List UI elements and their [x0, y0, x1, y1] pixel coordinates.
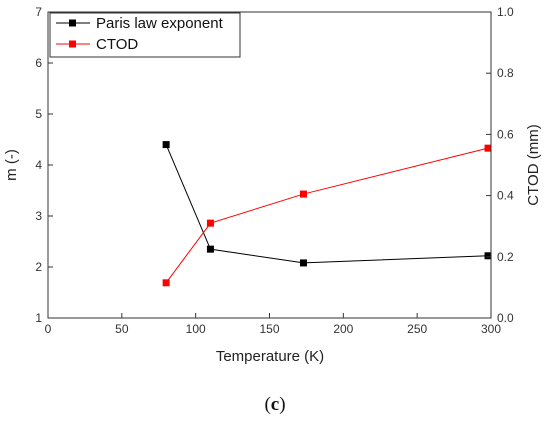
y-left-tick-label-1: 1: [35, 311, 42, 325]
legend-item-paris: Paris law exponent: [56, 15, 224, 32]
series-1-point-3: [484, 144, 492, 152]
x-tick-label-200: 200: [333, 322, 353, 336]
series-0-point-0: [162, 141, 170, 149]
series-1-point-0: [162, 279, 170, 287]
legend-box: [49, 12, 241, 58]
y-left-tick-label-4: 4: [35, 158, 42, 172]
x-axis-label: Temperature (K): [216, 348, 324, 365]
series-line-0: [165, 144, 489, 264]
y-right-tick-label-4: 0.8: [497, 66, 514, 80]
y-right-tick-label-5: 1.0: [497, 5, 514, 19]
x-tick-label-150: 150: [259, 322, 279, 336]
y-right-tick-label-1: 0.2: [497, 250, 514, 264]
y-left-tick-label-7: 7: [35, 5, 42, 19]
panel-label: (c): [264, 394, 285, 415]
x-tick-label-50: 50: [115, 322, 129, 336]
y-left-tick-label-2: 2: [35, 260, 42, 274]
y-right-tick-label-2: 0.4: [497, 189, 514, 203]
y-left-tick-label-3: 3: [35, 209, 42, 223]
series-0-point-3: [484, 252, 492, 260]
series-1-point-1: [206, 219, 214, 227]
x-tick-label-300: 300: [481, 322, 501, 336]
panel-label-letter: c: [271, 394, 279, 415]
legend-label-paris: Paris law exponent: [96, 15, 224, 32]
y-left-tick-label-6: 6: [35, 56, 42, 70]
y-right-tick-label-3: 0.6: [497, 127, 514, 141]
legend-marker-ctod: [69, 40, 76, 48]
series-line-1: [165, 147, 489, 284]
x-tick-label-250: 250: [407, 322, 427, 336]
x-tick-label-0: 0: [45, 322, 52, 336]
plot-frame: [47, 11, 492, 319]
legend: Paris law exponent CTOD: [49, 12, 241, 58]
series-layer: [162, 141, 492, 287]
series-0-point-2: [299, 259, 307, 267]
x-tick-label-100: 100: [186, 322, 206, 336]
y-right-tick-label-0: 0.0: [497, 311, 514, 325]
legend-label-ctod: CTOD: [96, 36, 138, 53]
legend-item-ctod: CTOD: [56, 36, 138, 53]
series-0-point-1: [206, 245, 214, 253]
y-left-axis-label: m (-): [3, 149, 20, 181]
axes-layer: 0 50 100 150 200 250 300 1 2 3 4 5 6 7 0.0 0.2 0.4 0.6 0.8…: [35, 5, 514, 336]
series-1-point-2: [299, 190, 307, 198]
y-left-tick-label-5: 5: [35, 107, 42, 121]
y-right-axis-label: CTOD (mm): [525, 124, 542, 205]
legend-marker-paris: [69, 19, 76, 27]
